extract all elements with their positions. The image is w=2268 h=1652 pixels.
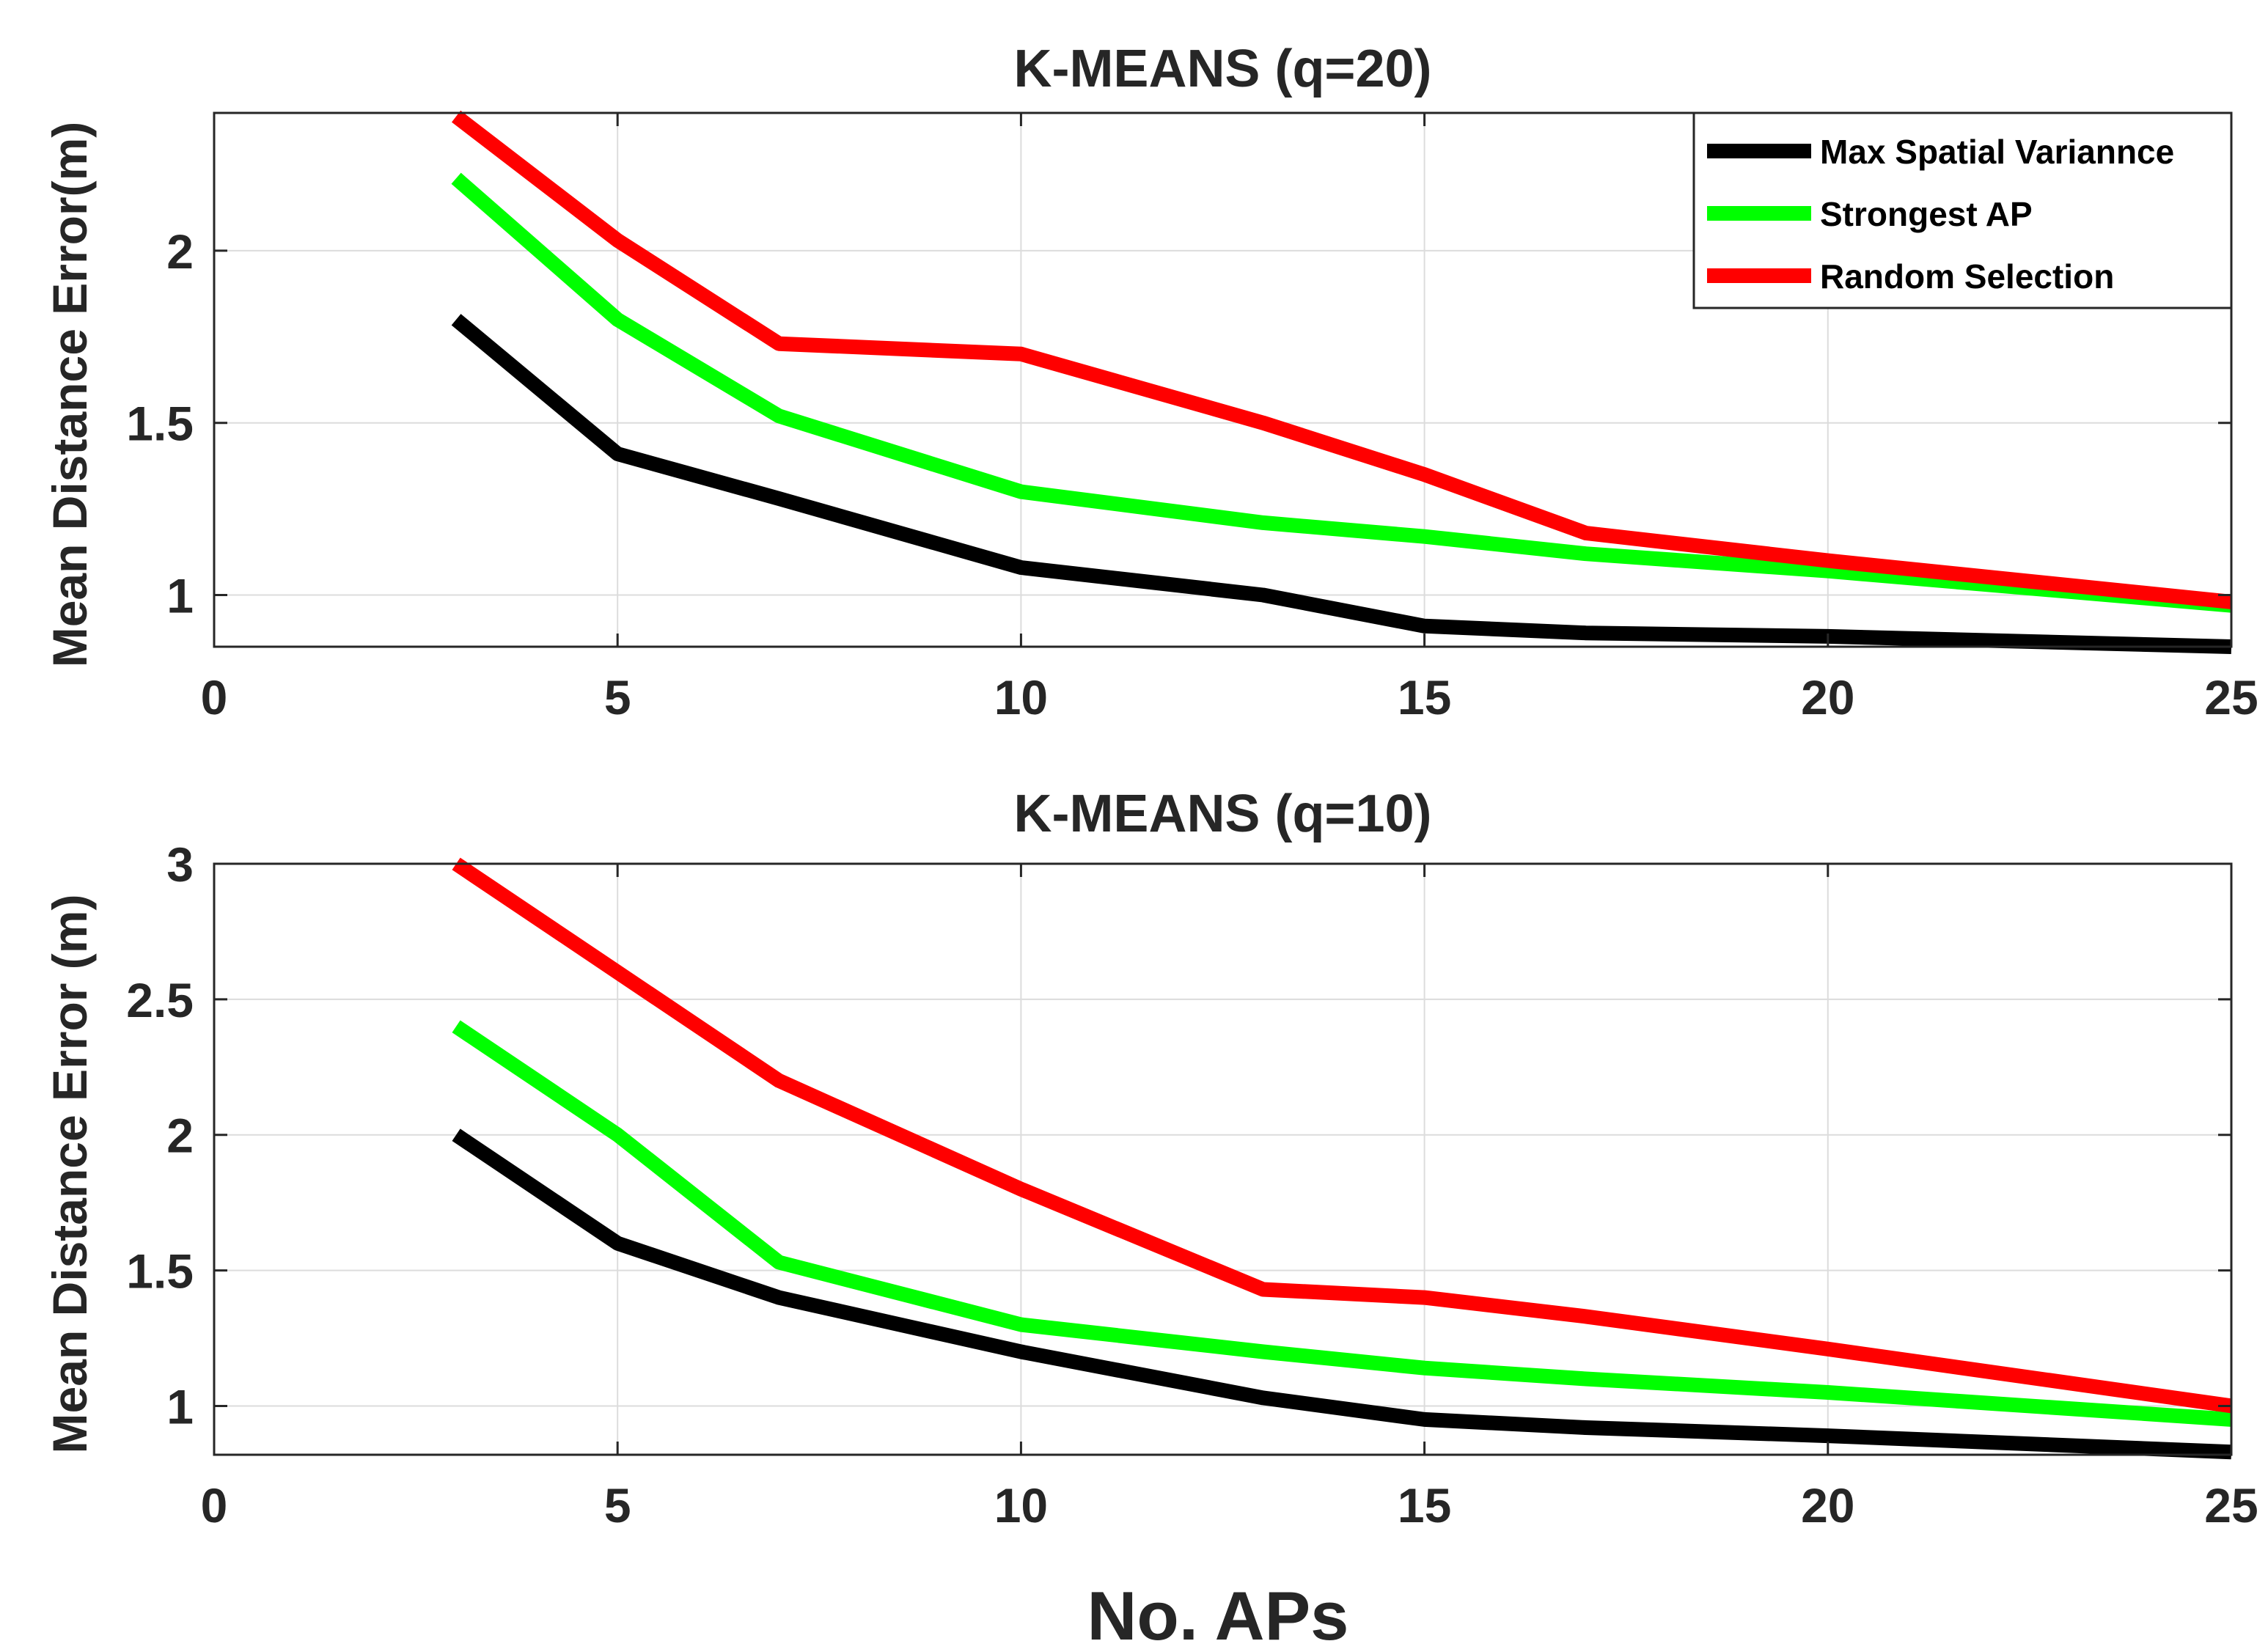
x-tick-label: 25 (2204, 670, 2258, 724)
y-axis-label: Mean Distance Error (m) (43, 895, 97, 1454)
x-tick-label: 0 (201, 1478, 228, 1532)
y-tick-label: 1.5 (126, 1244, 194, 1299)
x-axis-label: No. APs (1087, 1577, 1349, 1652)
series-line-strongest-ap (451, 172, 2232, 613)
chart-top: 0 5 10 15 20 25 1 1.5 2 K-MEANS (q=20) Mean Distan… (43, 40, 2258, 724)
series-line-random-selection (452, 110, 2233, 609)
y-tick-label: 1 (166, 569, 194, 623)
x-tick-label: 15 (1398, 670, 1451, 724)
y-tick-label: 3 (166, 837, 194, 892)
series-line-strongest-ap (452, 1020, 2232, 1427)
legend-label: Max Spatial Variannce (1820, 133, 2174, 171)
y-axis-label: Mean Distance Error(m) (43, 122, 97, 668)
series-line-max-spatial-variannce (451, 314, 2232, 654)
x-tick-label: 20 (1801, 670, 1854, 724)
y-tick-label: 1 (166, 1379, 194, 1433)
axes-box (213, 862, 2233, 1456)
y-tick-label: 2.5 (126, 973, 194, 1027)
chart-bottom: 0 5 10 15 20 25 1 1.5 2 2.5 3 K-MEANS (q=10) Mean Di… (43, 785, 2258, 1532)
chart-title: K-MEANS (q=10) (1013, 785, 1431, 843)
y-tick-label: 2 (166, 1109, 194, 1163)
chart-title: K-MEANS (q=20) (1013, 40, 1431, 98)
x-tick-label: 5 (604, 670, 631, 724)
x-tick-label: 25 (2204, 1478, 2258, 1532)
x-tick-label: 10 (994, 1478, 1048, 1532)
legend-label: Random Selection (1820, 257, 2114, 295)
y-tick-label: 2 (166, 224, 194, 279)
y-tick-label: 1.5 (126, 397, 194, 451)
x-tick-label: 5 (604, 1478, 631, 1532)
axes-box (213, 111, 2233, 648)
series-line-random-selection (452, 857, 2233, 1414)
legend-label: Strongest AP (1820, 195, 2033, 233)
x-tick-label: 0 (201, 670, 228, 724)
x-tick-label: 10 (994, 670, 1048, 724)
x-tick-label: 20 (1801, 1478, 1854, 1532)
x-tick-label: 15 (1398, 1478, 1451, 1532)
series-line-max-spatial-variannce (452, 1128, 2232, 1460)
